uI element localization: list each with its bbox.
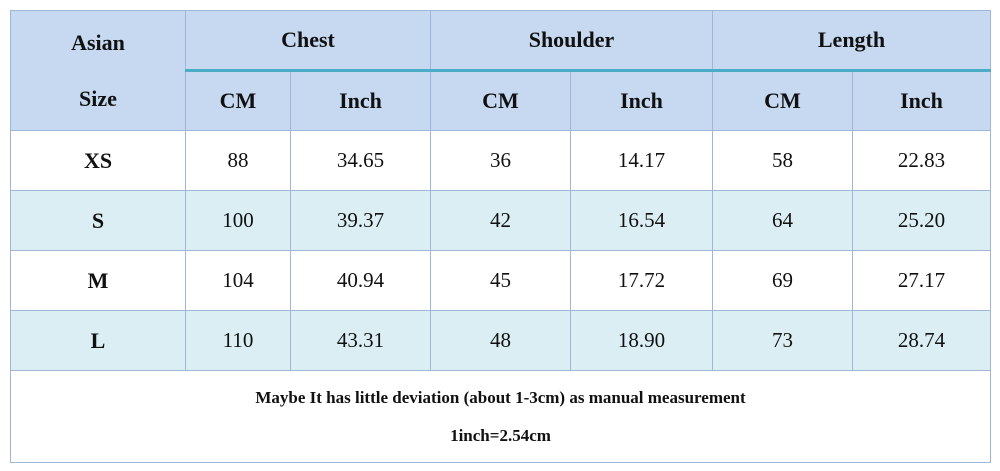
table-row: XS 88 34.65 36 14.17 58 22.83 — [10, 130, 991, 191]
table-row: M 104 40.94 45 17.72 69 27.17 — [10, 250, 991, 311]
measure-cell: 34.65 — [290, 130, 431, 191]
unit-header: CM — [185, 70, 291, 131]
measure-cell: 100 — [185, 190, 291, 251]
size-cell: L — [10, 310, 186, 371]
unit-header-row: CM Inch CM Inch CM Inch — [11, 70, 991, 131]
measure-cell: 28.74 — [852, 310, 991, 371]
measure-cell: 110 — [185, 310, 291, 371]
table-body: Asian Size Chest Shoulder Length CM Inch C… — [10, 10, 991, 463]
unit-header: CM — [430, 70, 571, 131]
notes-cell: Maybe It has little deviation (about 1-3… — [10, 370, 991, 463]
measure-cell: 73 — [712, 310, 853, 371]
measure-cell: 45 — [430, 250, 571, 311]
group-header: Shoulder — [430, 10, 713, 72]
measure-cell: 17.72 — [570, 250, 713, 311]
size-cell: XS — [10, 130, 186, 191]
size-table: Asian Size Chest Shoulder Length CM Inch C… — [10, 10, 991, 463]
measure-cell: 58 — [712, 130, 853, 191]
corner-header: Asian Size — [10, 10, 186, 131]
measure-cell: 43.31 — [290, 310, 431, 371]
measure-cell: 88 — [185, 130, 291, 191]
measure-cell: 48 — [430, 310, 571, 371]
size-cell: M — [10, 250, 186, 311]
note: Maybe It has little deviation (about 1-3… — [255, 387, 746, 407]
measure-cell: 14.17 — [570, 130, 713, 191]
note: 1inch=2.54cm — [450, 425, 551, 445]
measure-cell: 40.94 — [290, 250, 431, 311]
table-row: S 100 39.37 42 16.54 64 25.20 — [10, 190, 991, 251]
size-cell: S — [10, 190, 186, 251]
measure-cell: 27.17 — [852, 250, 991, 311]
unit-header: Inch — [290, 70, 431, 131]
group-header-row: Asian Size Chest Shoulder Length — [10, 10, 991, 131]
unit-header: Inch — [570, 70, 713, 131]
corner-line: Size — [79, 85, 117, 111]
unit-header: Inch — [852, 70, 991, 131]
measure-cell: 64 — [712, 190, 853, 251]
measure-cell: 18.90 — [570, 310, 713, 371]
corner-line: Asian — [71, 29, 125, 55]
measure-cell: 39.37 — [290, 190, 431, 251]
unit-header: CM — [712, 70, 853, 131]
measure-cell: 22.83 — [852, 130, 991, 191]
notes-row: Maybe It has little deviation (about 1-3… — [10, 370, 991, 463]
measure-cell: 25.20 — [852, 190, 991, 251]
measure-cell: 104 — [185, 250, 291, 311]
group-header: Length — [712, 10, 991, 72]
measure-cell: 16.54 — [570, 190, 713, 251]
measure-cell: 42 — [430, 190, 571, 251]
measure-cell: 36 — [430, 130, 571, 191]
group-header: Chest — [185, 10, 431, 72]
measure-cell: 69 — [712, 250, 853, 311]
table-row: L 110 43.31 48 18.90 73 28.74 — [10, 310, 991, 371]
